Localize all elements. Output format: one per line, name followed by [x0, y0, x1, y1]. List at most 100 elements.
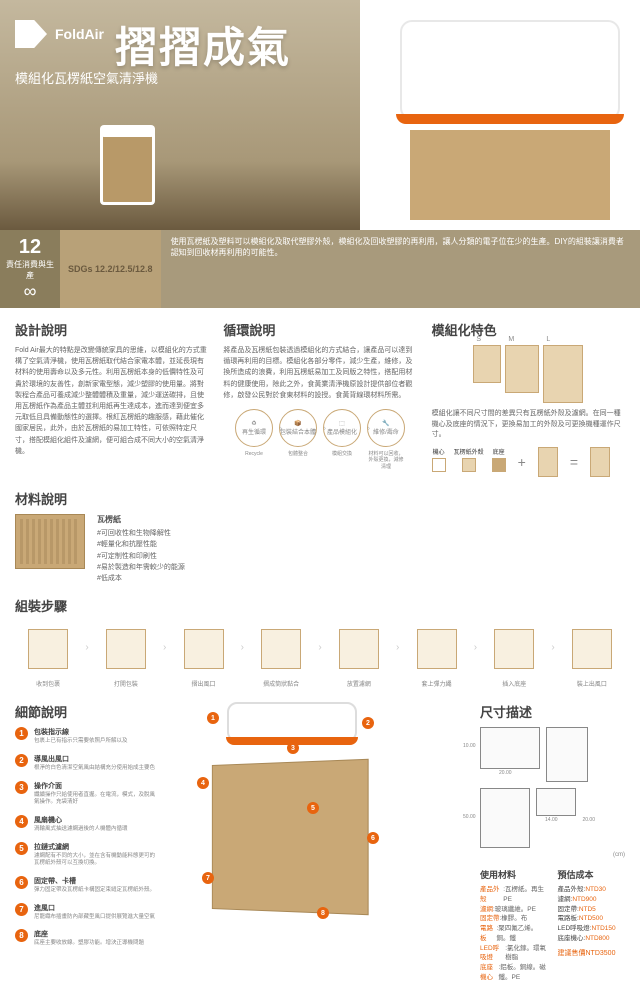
marker-1: 1 [207, 712, 219, 724]
step-label: 放置濾網 [326, 679, 392, 688]
arrow-icon: › [318, 642, 321, 668]
main-title: 摺摺成氣 [115, 14, 291, 75]
dim-unit: (cm) [480, 852, 625, 858]
dim-top-view: 20.00 10.00 [480, 727, 540, 769]
detail-item: 6固定帶、卡槽彈力固定帶及瓦楞紙卡構固定束縫定瓦楞紙外殼。 [15, 876, 155, 895]
logo: FoldAir [15, 20, 104, 48]
detail-item: 3操作介面纖續操作只給使用者直握。在電流，模式，及脫風氣操作。充袋清好 [15, 781, 155, 807]
cost-line: 產品外殼:NTD30 [558, 885, 626, 895]
size-s: S [473, 345, 501, 383]
cycle-text: 將產品及瓦楞紙包裝透過模組化的方式結合，讓產品可以達到循環再利用的目標。模組化各… [223, 345, 416, 401]
product-closeup [360, 0, 640, 230]
exploded-view: 1 2 3 4 5 6 7 8 [167, 702, 468, 922]
step-diagram [261, 629, 301, 669]
detail-number: 4 [15, 815, 28, 828]
detail-item-desc: 尼龍織布插畫防內部藏型風口提供展覽進大量空氣 [34, 914, 155, 922]
detail-item: 5 拉鏈式濾網濾網配有不同的大小，並在含有機動能料態更可的瓦楞紙外殼可以互換切換。 [15, 842, 155, 868]
logo-mark-icon [15, 20, 47, 48]
detail-section: 細節說明 1包裝指示線包裹上已有指示只需要依照戶所解以及2導風出風口根淨的白色清… [15, 702, 625, 983]
step-label: 收到包裹 [15, 679, 81, 688]
design-title: 設計說明 [15, 320, 208, 339]
assembly-step: 收到包裹 [15, 621, 81, 688]
detail-item-desc: 彈力固定帶及瓦楞紙卡構固定束縫定瓦楞紙外殼。 [34, 887, 155, 895]
detail-item-desc: 根淨的白色清潔空氣風由結構充分使用始成主要色 [34, 765, 155, 773]
design-column: 設計說明 Fold Air最大的特點是改變傳統家具的思維，以模組化的方式重構了空… [15, 320, 208, 477]
modular-note: 模組化讓不同尺寸間的差異只有瓦楞紙外殼及濾網。在同一種機心及底座的情況下，更換易… [432, 409, 625, 441]
sdg-description: 使用瓦楞紙及塑料可以模組化及取代塑膠外殼，模組化及回收塑膠的再利用，讓人分類的電… [161, 230, 640, 308]
step-diagram [184, 629, 224, 669]
marker-6: 6 [367, 832, 379, 844]
cost-line: 濾網:NTD900 [558, 895, 626, 905]
materials-used: 使用材料 產品外殼:瓦楞紙。再生PE濾網:玻璃纖維。PE固定帶:橡膠。布電路板:… [480, 868, 548, 983]
material-line: 底座機心:鋁板。銅線。磁鐵。PE [480, 963, 548, 983]
cycle-icon-modular: ⬚產品模組化› [323, 409, 361, 447]
step-diagram [417, 629, 457, 669]
brand-name: FoldAir [55, 26, 104, 42]
step-diagram [494, 629, 534, 669]
dimensions-section: 尺寸描述 20.00 10.00 50.00 14.00 20.00 (c [480, 702, 625, 983]
cycle-icons: ♻再生循環› 📦包裝結合本體› ⬚產品模組化› 🔧維修/壽命 [223, 409, 416, 447]
cardboard-image [15, 514, 85, 569]
assembly-step: 裝上出風口 [559, 621, 625, 688]
cycle-icon-repair: 🔧維修/壽命 [367, 409, 405, 447]
exploded-body [212, 759, 369, 916]
detail-number: 1 [15, 727, 28, 740]
material-line: 濾網:玻璃纖維。PE [480, 905, 548, 915]
detail-number: 2 [15, 754, 28, 767]
material-line: LED呼吸燈:氯化鎵。環氧樹脂 [480, 944, 548, 964]
exploded-lid [227, 702, 357, 742]
step-label: 插入底座 [481, 679, 547, 688]
dim-side-view [546, 727, 588, 782]
sdg-badge: 12 責任消費與生產 ∞ [0, 230, 60, 308]
size-m: M [505, 345, 539, 393]
modular-size-diagram: S M L [432, 345, 625, 403]
subtitle: 模組化瓦楞紙空氣清淨機 [15, 68, 158, 87]
marker-2: 2 [362, 717, 374, 729]
detail-item-title: 底座 [34, 929, 155, 939]
detail-item-desc: 包裹上已有指示只需要依照戶所解以及 [34, 738, 155, 746]
step-label: 摺成筒狀黏合 [248, 679, 314, 688]
detail-item-title: 拉鏈式濾網 [34, 842, 155, 852]
detail-item-title: 進風口 [34, 903, 155, 913]
sdg-badge-bar: 12 責任消費與生產 ∞ SDGs 12.2/12.5/12.8 使用瓦楞紙及塑… [0, 230, 640, 308]
assembly-step: 插入底座 [481, 621, 547, 688]
arrow-icon: › [163, 642, 166, 668]
step-diagram [572, 629, 612, 669]
marker-4: 4 [197, 777, 209, 789]
detail-item: 1 包裝指示線包裹上已有指示只需要依照戶所解以及 [15, 727, 155, 746]
detail-item-title: 操作介面 [34, 781, 155, 791]
modular-title: 模組化特色 [432, 320, 625, 339]
step-label: 套上彈力繩 [403, 679, 469, 688]
sdg-tag: 責任消費與生產 [6, 259, 54, 281]
infinity-icon: ∞ [24, 281, 37, 302]
modular-column: 模組化特色 S M L 模組化讓不同尺寸間的差異只有瓦楞紙外殼及濾網。在同一種機… [432, 320, 625, 477]
material-line: 電路板:聚四氟乙烯。銅。鐵 [480, 924, 548, 944]
dimensions-title: 尺寸描述 [480, 702, 625, 721]
assembly-section: 組裝步驟 收到包裹›打開包裝›摺出風口›摺成筒狀黏合›放置濾網›套上彈力繩›插入… [15, 596, 625, 688]
detail-number: 7 [15, 903, 28, 916]
cost-line: 電路板:NTD500 [558, 914, 626, 924]
cycle-column: 循環說明 將產品及瓦楞紙包裝透過模組化的方式結合，讓產品可以達到循環再利用的目標… [223, 320, 416, 477]
step-diagram [106, 629, 146, 669]
arrow-icon: › [85, 642, 88, 668]
detail-item-desc: 濾網配有不同的大小，並在含有機動能料態更可的瓦楞紙外殼可以互換切換。 [34, 853, 155, 868]
detail-item: 2 導風出風口根淨的白色清潔空氣風由結構充分使用始成主要色 [15, 754, 155, 773]
detail-item: 8底座底座主要收放線。塑膠功能。增決正導機問題 [15, 929, 155, 948]
total-price: 建議售價NTD3500 [558, 948, 626, 958]
step-label: 裝上出風口 [559, 679, 625, 688]
cycle-captions: Recycle 包體整合 模組交換 材料可以回收，外殼更換，減修清理 [223, 451, 416, 471]
assembly-step: 打開包裝 [93, 621, 159, 688]
detail-item-title: 導風出風口 [34, 754, 155, 764]
design-text: Fold Air最大的特點是改變傳統家具的思維，以模組化的方式重構了空氣清淨機，… [15, 345, 208, 457]
closeup-lid [400, 20, 620, 120]
material-section: 材料說明 瓦楞紙 #可回收性和生物降解性 #輕量化和抗壓性能 #可定制性和印刷性… [15, 489, 625, 585]
assembly-step: 套上彈力繩 [403, 621, 469, 688]
cycle-icon-package: 📦包裝結合本體› [279, 409, 317, 447]
assembly-step: 放置濾網 [326, 621, 392, 688]
detail-item-title: 包裝指示線 [34, 727, 155, 737]
detail-number: 5 [15, 842, 28, 855]
intro-columns: 設計說明 Fold Air最大的特點是改變傳統家具的思維，以模組化的方式重構了空… [15, 320, 625, 477]
marker-8: 8 [317, 907, 329, 919]
modular-legend: 機心 瓦楞紙外殼 底座 + = [432, 447, 625, 477]
arrow-icon: › [551, 642, 554, 668]
